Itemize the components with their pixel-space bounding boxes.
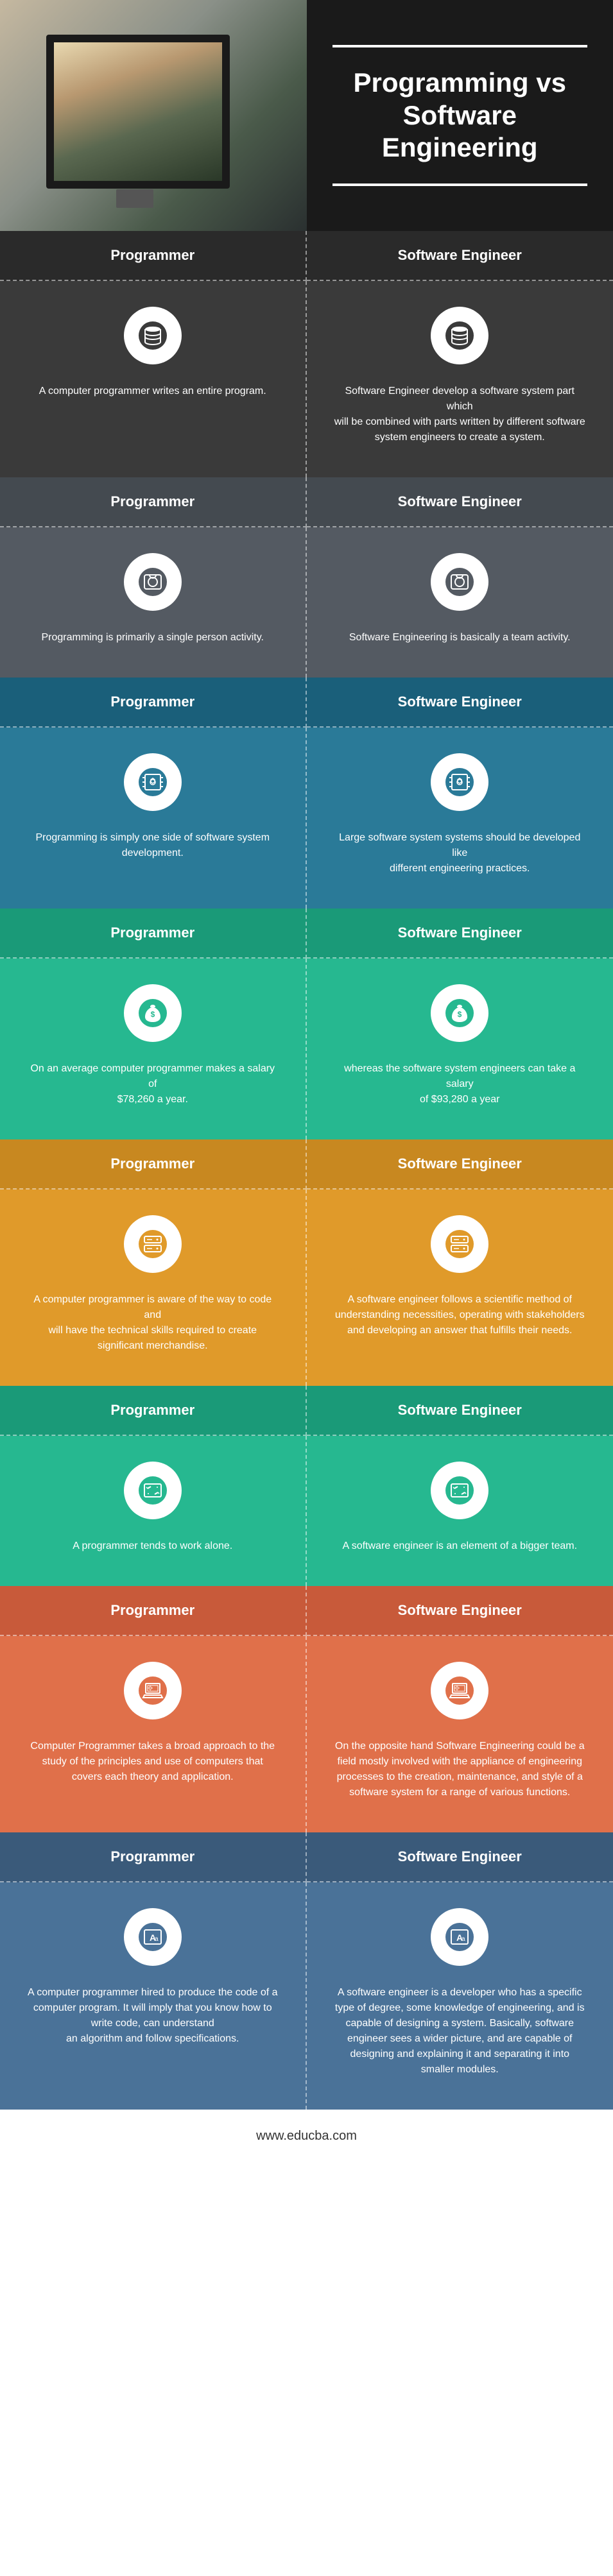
- server-icon: [431, 1215, 488, 1273]
- section-header-row: Programmer Software Engineer: [0, 1386, 613, 1436]
- laptop-icon: [431, 1662, 488, 1719]
- header-left: Programmer: [0, 1586, 307, 1636]
- disk-icon: [431, 553, 488, 611]
- header-left: Programmer: [0, 908, 307, 959]
- svg-text:$: $: [150, 1010, 155, 1019]
- infographic-container: Programming vs Software Engineering Prog…: [0, 0, 613, 2163]
- left-text: On an average computer programmer makes …: [26, 1061, 280, 1107]
- drive-icon: [431, 1462, 488, 1519]
- svg-text:a: a: [462, 1936, 465, 1943]
- left-text: A computer programmer is aware of the wa…: [26, 1292, 280, 1354]
- right-text: A software engineer follows a scientific…: [332, 1292, 588, 1338]
- header-right: Software Engineer: [307, 908, 613, 959]
- header-right: Software Engineer: [307, 231, 613, 281]
- body-right: On the opposite hand Software Engineerin…: [307, 1636, 613, 1832]
- comparison-sections: Programmer Software Engineer A computer …: [0, 231, 613, 2110]
- section-header-row: Programmer Software Engineer: [0, 678, 613, 728]
- section-body-row: Programming is simply one side of softwa…: [0, 728, 613, 908]
- hero-title-inner: Programming vs Software Engineering: [332, 45, 588, 185]
- database-icon: [124, 307, 182, 364]
- money-icon: $: [124, 984, 182, 1042]
- chip-icon: [124, 753, 182, 811]
- section-header-row: Programmer Software Engineer: [0, 477, 613, 527]
- section-header-row: Programmer Software Engineer: [0, 1832, 613, 1882]
- server-icon: [124, 1215, 182, 1273]
- body-left: Aa A computer programmer hired to produc…: [0, 1882, 307, 2110]
- money-icon: $: [431, 984, 488, 1042]
- left-text: A programmer tends to work alone.: [26, 1539, 280, 1554]
- header-left: Programmer: [0, 1139, 307, 1190]
- hero-image: [0, 0, 307, 231]
- disk-icon: [124, 553, 182, 611]
- section-body-row: A programmer tends to work alone. A soft…: [0, 1436, 613, 1586]
- header-right: Software Engineer: [307, 1586, 613, 1636]
- header-left: Programmer: [0, 477, 307, 527]
- right-text: Software Engineer develop a software sys…: [332, 384, 588, 445]
- body-right: Software Engineering is basically a team…: [307, 527, 613, 678]
- left-text: Programming is simply one side of softwa…: [26, 830, 280, 861]
- header-right: Software Engineer: [307, 1386, 613, 1436]
- right-text: Large software system systems should be …: [332, 830, 588, 876]
- hero-title-block: Programming vs Software Engineering: [307, 0, 613, 231]
- body-right: A software engineer is an element of a b…: [307, 1436, 613, 1586]
- body-left: Programming is primarily a single person…: [0, 527, 307, 678]
- svg-text:$: $: [458, 1010, 462, 1019]
- header-left: Programmer: [0, 1832, 307, 1882]
- body-left: $ On an average computer programmer make…: [0, 959, 307, 1139]
- section-body-row: A computer programmer writes an entire p…: [0, 281, 613, 477]
- right-text: A software engineer is an element of a b…: [332, 1539, 588, 1554]
- left-text: A computer programmer hired to produce t…: [26, 1985, 280, 2047]
- body-left: A computer programmer writes an entire p…: [0, 281, 307, 477]
- header-left: Programmer: [0, 231, 307, 281]
- header-left: Programmer: [0, 678, 307, 728]
- section-body-row: Programming is primarily a single person…: [0, 527, 613, 678]
- section-body-row: A computer programmer is aware of the wa…: [0, 1190, 613, 1386]
- body-right: Aa A software engineer is a developer wh…: [307, 1882, 613, 2110]
- svg-text:a: a: [155, 1936, 159, 1943]
- hero-section: Programming vs Software Engineering: [0, 0, 613, 231]
- page-title: Programming vs Software Engineering: [354, 67, 566, 162]
- section-header-row: Programmer Software Engineer: [0, 231, 613, 281]
- section-body-row: Aa A computer programmer hired to produc…: [0, 1882, 613, 2110]
- section-body-row: $ On an average computer programmer make…: [0, 959, 613, 1139]
- body-right: $ whereas the software system engineers …: [307, 959, 613, 1139]
- section-header-row: Programmer Software Engineer: [0, 1586, 613, 1636]
- header-right: Software Engineer: [307, 477, 613, 527]
- body-right: A software engineer follows a scientific…: [307, 1190, 613, 1386]
- section-header-row: Programmer Software Engineer: [0, 908, 613, 959]
- header-right: Software Engineer: [307, 1139, 613, 1190]
- body-right: Large software system systems should be …: [307, 728, 613, 908]
- body-left: Programming is simply one side of softwa…: [0, 728, 307, 908]
- font-icon: Aa: [431, 1908, 488, 1966]
- header-right: Software Engineer: [307, 1832, 613, 1882]
- body-left: A programmer tends to work alone.: [0, 1436, 307, 1586]
- left-text: Computer Programmer takes a broad approa…: [26, 1739, 280, 1785]
- drive-icon: [124, 1462, 182, 1519]
- right-text: On the opposite hand Software Engineerin…: [332, 1739, 588, 1800]
- body-left: Computer Programmer takes a broad approa…: [0, 1636, 307, 1832]
- left-text: Programming is primarily a single person…: [26, 630, 280, 645]
- right-text: A software engineer is a developer who h…: [332, 1985, 588, 2077]
- body-right: Software Engineer develop a software sys…: [307, 281, 613, 477]
- header-right: Software Engineer: [307, 678, 613, 728]
- chip-icon: [431, 753, 488, 811]
- right-text: Software Engineering is basically a team…: [332, 630, 588, 645]
- footer-url: www.educba.com: [0, 2110, 613, 2163]
- left-text: A computer programmer writes an entire p…: [26, 384, 280, 399]
- right-text: whereas the software system engineers ca…: [332, 1061, 588, 1107]
- font-icon: Aa: [124, 1908, 182, 1966]
- header-left: Programmer: [0, 1386, 307, 1436]
- body-left: A computer programmer is aware of the wa…: [0, 1190, 307, 1386]
- section-body-row: Computer Programmer takes a broad approa…: [0, 1636, 613, 1832]
- database-icon: [431, 307, 488, 364]
- laptop-icon: [124, 1662, 182, 1719]
- section-header-row: Programmer Software Engineer: [0, 1139, 613, 1190]
